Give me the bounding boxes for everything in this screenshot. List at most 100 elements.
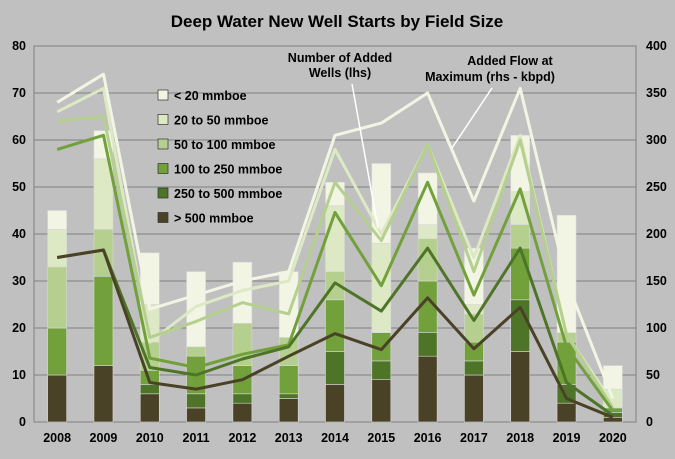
flow-line: [57, 115, 615, 409]
bar-segment: [139, 393, 160, 423]
x-tick-label: 2009: [90, 431, 118, 445]
flow-line: [56, 246, 614, 417]
bar-segment: [186, 271, 206, 348]
y-tick-label: 30: [12, 274, 26, 288]
x-tick-label: 2019: [553, 431, 581, 445]
legend-swatch: [157, 114, 169, 125]
bar-segment: [325, 384, 345, 423]
bar-segment: [417, 172, 438, 225]
y2-tick-label: 350: [646, 86, 667, 100]
annotation-wells-line2: Wells (lhs): [309, 66, 371, 80]
y2-tick-label: 150: [646, 274, 667, 288]
x-tick-label: 2016: [414, 431, 442, 445]
bar-segment: [232, 393, 253, 404]
bar-segment: [139, 384, 160, 395]
y-axis-right: 0 50 100 150 200 250 300 350 400: [646, 39, 667, 429]
y-axis-left: 0 10 20 30 40 50 60 70 80: [12, 39, 26, 429]
y2-tick-label: 50: [646, 368, 660, 382]
bar-segment: [47, 374, 67, 423]
y-tick-label: 40: [12, 227, 26, 241]
bar-segment: [325, 299, 345, 352]
y2-tick-label: 400: [646, 39, 667, 53]
bar-segment: [47, 210, 67, 230]
y2-tick-label: 0: [646, 415, 653, 429]
x-tick-label: 2008: [43, 431, 71, 445]
flow-line: [56, 72, 615, 400]
bar-segment: [464, 341, 484, 362]
flow-lines: [56, 72, 615, 419]
y2-tick-label: 100: [646, 321, 667, 335]
flow-line: [56, 133, 615, 412]
legend-label: 100 to 250 mmboe: [174, 163, 282, 177]
bar-segment: [371, 379, 392, 423]
bar-segment: [47, 266, 67, 329]
legend-label: > 500 mmboe: [174, 212, 254, 226]
y-tick-label: 60: [12, 133, 26, 147]
stacked-bars: [47, 130, 623, 423]
bar-segment: [464, 360, 484, 376]
y2-tick-label: 300: [646, 133, 667, 147]
y-tick-label: 0: [19, 415, 26, 429]
bar-segment: [325, 351, 345, 385]
bar-segment: [603, 416, 623, 423]
x-tick-label: 2017: [460, 431, 488, 445]
bar-segment: [417, 224, 438, 240]
bar-segment: [278, 365, 299, 395]
y-tick-label: 50: [12, 180, 26, 194]
legend-swatch: [157, 163, 169, 174]
x-tick-label: 2013: [275, 431, 303, 445]
bar-segment: [556, 214, 577, 333]
bar-segment: [93, 275, 114, 366]
bar-segment: [278, 393, 299, 399]
legend-label: 50 to 100 mmboe: [174, 138, 275, 152]
bar-segment: [93, 365, 114, 423]
bar-segment: [417, 332, 438, 357]
legend-label: 20 to 50 mmboe: [174, 114, 269, 128]
y-tick-label: 10: [12, 368, 26, 382]
legend: < 20 mmboe 20 to 50 mmboe 50 to 100 mmboe 1…: [157, 89, 282, 226]
y-tick-label: 20: [12, 321, 26, 335]
x-tick-label: 2010: [136, 431, 164, 445]
legend-swatch: [157, 138, 169, 150]
legend-swatch: [157, 187, 169, 199]
x-tick-label: 2018: [506, 431, 534, 445]
bar-segment: [510, 351, 531, 423]
y2-tick-label: 200: [646, 227, 667, 241]
x-tick-label: 2020: [599, 431, 627, 445]
flow-line: [56, 86, 615, 405]
bar-segment: [186, 407, 206, 423]
bar-segment: [278, 398, 299, 423]
annotation-wells: Number of Added Wells (lhs): [288, 51, 392, 229]
legend-swatch: [157, 89, 169, 101]
annotation-flow: Added Flow at Maximum (rhs - kbpd): [425, 54, 555, 149]
annotation-flow-line1: Added Flow at: [467, 54, 553, 68]
annotation-wells-pointer: [351, 83, 379, 229]
annotation-flow-pointer: [451, 87, 493, 149]
bar-segment: [232, 402, 253, 423]
legend-label: 250 to 500 mmboe: [174, 187, 282, 201]
legend-label: < 20 mmboe: [174, 89, 247, 103]
bar-segment: [464, 374, 484, 423]
bar-segment: [186, 393, 206, 409]
flow-line: [56, 248, 614, 419]
bar-segment: [47, 229, 67, 268]
y-tick-label: 70: [12, 86, 26, 100]
bar-segment: [47, 327, 67, 376]
legend-swatch: [157, 212, 169, 223]
y-tick-label: 80: [12, 39, 26, 53]
bar-segment: [510, 224, 531, 249]
x-tick-label: 2011: [183, 431, 210, 445]
annotation-wells-line1: Number of Added: [288, 51, 392, 65]
x-tick-label: 2014: [321, 431, 349, 445]
bar-segment: [556, 402, 577, 423]
bar-segment: [371, 243, 392, 333]
bar-segment: [371, 360, 392, 380]
x-tick-label: 2015: [367, 431, 395, 445]
x-axis: 2008 2009 2010 2011 2012 2013 2014 2015 2016 2017…: [43, 431, 627, 445]
bar-segment: [417, 355, 438, 423]
x-tick-label: 2012: [228, 431, 256, 445]
y2-tick-label: 250: [646, 180, 667, 194]
chart-title: Deep Water New Well Starts by Field Size: [171, 12, 504, 31]
annotation-flow-line2: Maximum (rhs - kbpd): [425, 70, 555, 84]
